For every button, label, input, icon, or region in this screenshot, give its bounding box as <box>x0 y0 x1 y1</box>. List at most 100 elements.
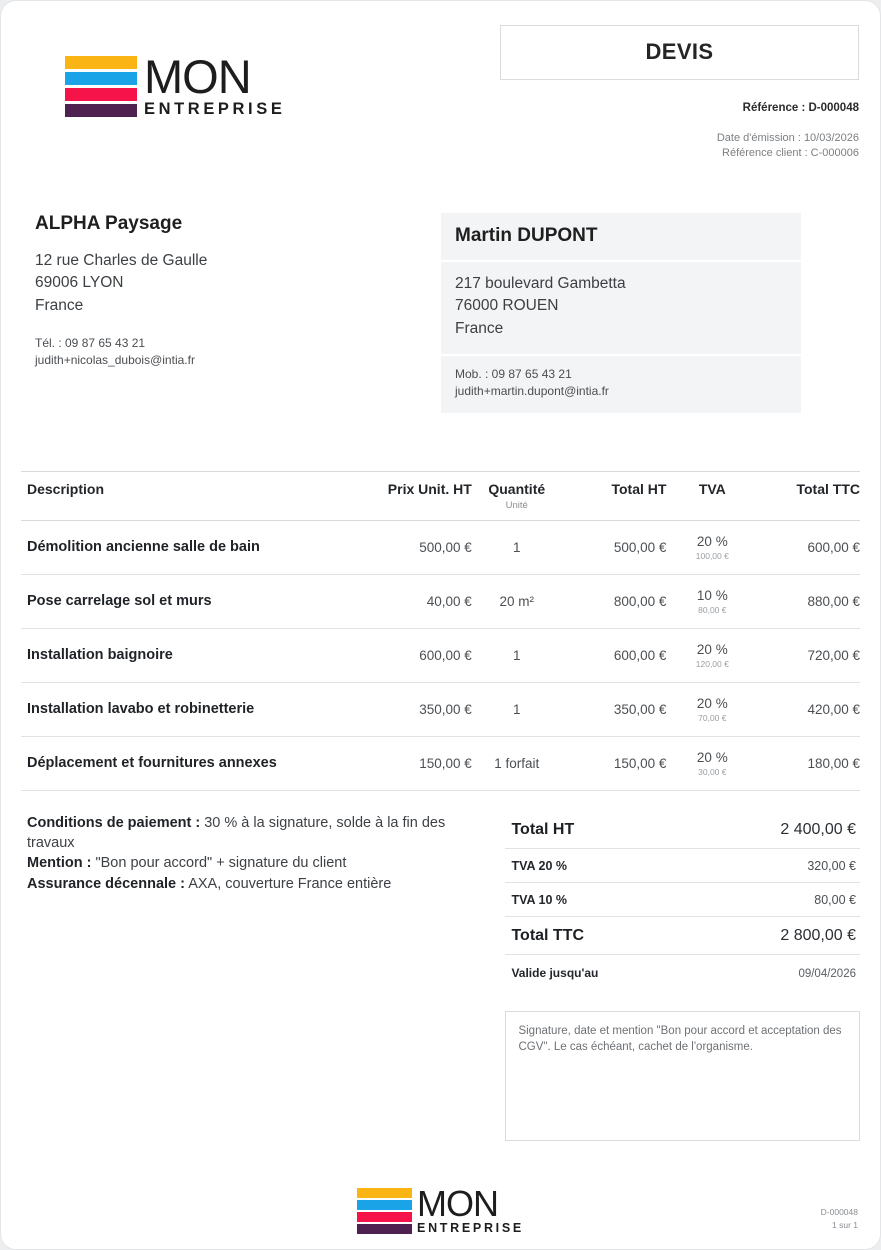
logo-bars-icon <box>65 56 137 118</box>
issuer-email: judith+nicolas_dubois@intia.fr <box>35 353 195 368</box>
issuer-address: 12 rue Charles de Gaulle 69006 LYON Fran… <box>35 250 381 318</box>
total-ht-label: Total HT <box>511 820 575 838</box>
row-description: Démolition ancienne salle de bain <box>21 520 361 575</box>
line-items-table: Description Prix Unit. HT Quantité Unité… <box>21 470 860 791</box>
footer-logo: MON ENTREPRISE <box>1 1182 880 1236</box>
footer-logo-name-top: MON <box>417 1182 499 1224</box>
row-quantity: 20 m² <box>471 574 562 629</box>
payment-conditions: Conditions de paiement : 30 % à la signa… <box>27 814 465 853</box>
row-tva: 10 % 80,00 € <box>666 574 759 629</box>
row-quantity: 1 <box>471 628 562 683</box>
row-tva-rate: 20 % <box>696 533 728 549</box>
issuer-phone: Tél. : 09 87 65 43 21 <box>35 336 146 351</box>
client-contact-band: Mob. : 09 87 65 43 21 judith+martin.dupo… <box>441 356 801 413</box>
row-tva: 20 % 70,00 € <box>666 682 759 737</box>
tva-20-value: 320,00 € <box>807 858 856 873</box>
payment-conditions-label: Conditions de paiement : <box>27 814 201 831</box>
row-quantity: 1 <box>471 520 562 575</box>
footer-logo-bar-yellow <box>357 1188 413 1199</box>
client-address-band: 217 boulevard Gambetta 76000 ROUEN Franc… <box>441 261 801 355</box>
client-name: Martin DUPONT <box>455 224 598 246</box>
column-header-tva: TVA <box>666 470 759 521</box>
row-description: Installation baignoire <box>21 628 361 683</box>
total-ht-row: Total HT 2 400,00 € <box>505 811 860 849</box>
row-total-ht: 350,00 € <box>561 682 667 737</box>
signature-instructions: Signature, date et mention "Bon pour acc… <box>518 1024 842 1054</box>
parties-section: ALPHA Paysage 12 rue Charles de Gaulle 6… <box>1 212 880 413</box>
row-total-ttc: 600,00 € <box>758 520 860 575</box>
client-address-line1: 217 boulevard Gambetta <box>455 274 626 292</box>
signature-box[interactable]: Signature, date et mention "Bon pour acc… <box>505 1010 860 1141</box>
row-tva-rate: 20 % <box>696 641 728 657</box>
row-tva: 20 % 100,00 € <box>666 520 759 575</box>
row-tva: 20 % 30,00 € <box>666 736 759 791</box>
row-tva-rate: 20 % <box>696 695 728 711</box>
issuer-name: ALPHA Paysage <box>35 212 183 234</box>
row-unit-price: 40,00 € <box>360 574 472 629</box>
footer-logo-name-bottom: ENTREPRISE <box>417 1221 524 1236</box>
totals-block: Total HT 2 400,00 € TVA 20 % 320,00 € TV… <box>505 811 860 1141</box>
validity-row: Valide jusqu'au 09/04/2026 <box>505 955 860 989</box>
page-reference: D-000048 1 sur 1 <box>821 1206 858 1231</box>
document-title-box: DEVIS <box>500 25 859 80</box>
client-contact: Mob. : 09 87 65 43 21 judith+martin.dupo… <box>455 366 787 401</box>
document-header: MON ENTREPRISE DEVIS Référence : D-00004… <box>1 1 880 161</box>
row-total-ttc: 180,00 € <box>758 736 860 791</box>
tva-20-label: TVA 20 % <box>511 858 568 873</box>
row-total-ttc: 720,00 € <box>758 628 860 683</box>
issue-date: Date d'émission : 10/03/2026 <box>716 132 859 144</box>
footer-logo-bars-icon <box>357 1188 413 1235</box>
row-total-ttc: 880,00 € <box>758 574 860 629</box>
client-address-line3: France <box>455 320 504 338</box>
logo-bar-yellow <box>65 56 137 70</box>
column-header-quantity-sub: Unité <box>505 499 528 511</box>
tva-10-row: TVA 10 % 80,00 € <box>505 883 860 917</box>
table-row: Installation baignoire 600,00 € 1 600,00… <box>21 628 860 683</box>
validity-label: Valide jusqu'au <box>511 965 599 980</box>
row-tva-amount: 100,00 € <box>695 550 729 561</box>
table-row: Pose carrelage sol et murs 40,00 € 20 m²… <box>21 574 860 629</box>
mention-label: Mention : <box>27 855 92 872</box>
client-address-line2: 76000 ROUEN <box>455 297 559 315</box>
row-total-ht: 800,00 € <box>561 574 667 629</box>
issuer-address-line2: 69006 LYON <box>35 274 124 292</box>
table-row: Démolition ancienne salle de bain 500,00… <box>21 520 860 575</box>
row-tva-rate: 10 % <box>696 587 728 603</box>
row-total-ht: 500,00 € <box>561 520 667 575</box>
mention-value: "Bon pour accord" + signature du client <box>91 855 347 872</box>
row-unit-price: 150,00 € <box>360 736 472 791</box>
conditions-block: Conditions de paiement : 30 % à la signa… <box>21 811 465 1141</box>
tva-10-label: TVA 10 % <box>511 892 568 907</box>
footer-logo-bar-blue <box>357 1200 413 1211</box>
column-header-total-ttc: Total TTC <box>758 470 860 521</box>
row-quantity: 1 forfait <box>471 736 562 791</box>
row-tva-amount: 30,00 € <box>698 766 727 777</box>
column-header-total-ht: Total HT <box>561 470 667 521</box>
row-description: Déplacement et fournitures annexes <box>21 736 361 791</box>
logo-name-top: MON <box>144 50 252 103</box>
page-number: 1 sur 1 <box>832 1219 858 1230</box>
issuer-contact: Tél. : 09 87 65 43 21 judith+nicolas_dub… <box>35 335 381 370</box>
footer-logo-bar-red <box>357 1212 413 1223</box>
row-description: Installation lavabo et robinetterie <box>21 682 361 737</box>
client-name-band: Martin DUPONT <box>441 212 801 260</box>
row-total-ht: 600,00 € <box>561 628 667 683</box>
client-reference: Référence client : C-000006 <box>722 146 859 159</box>
total-ttc-value: 2 800,00 € <box>780 926 856 944</box>
document-meta-block: DEVIS Référence : D-000048 Date d'émissi… <box>500 25 860 161</box>
mention: Mention : "Bon pour accord" + signature … <box>27 854 465 874</box>
column-header-description: Description <box>21 470 361 521</box>
company-logo: MON ENTREPRISE <box>21 25 285 119</box>
logo-bar-purple <box>65 104 137 118</box>
logo-bar-blue <box>65 72 137 86</box>
total-ttc-row: Total TTC 2 800,00 € <box>505 917 860 955</box>
column-header-unit-price: Prix Unit. HT <box>360 470 472 521</box>
column-header-quantity: Quantité Unité <box>471 470 562 521</box>
client-email: judith+martin.dupont@intia.fr <box>455 384 609 399</box>
row-description: Pose carrelage sol et murs <box>21 574 361 629</box>
row-tva: 20 % 120,00 € <box>666 628 759 683</box>
insurance-value: AXA, couverture France entière <box>184 875 392 892</box>
payment-conditions-value: 30 % à la signature, solde à la fin des … <box>27 814 446 851</box>
table-row: Déplacement et fournitures annexes 150,0… <box>21 736 860 791</box>
